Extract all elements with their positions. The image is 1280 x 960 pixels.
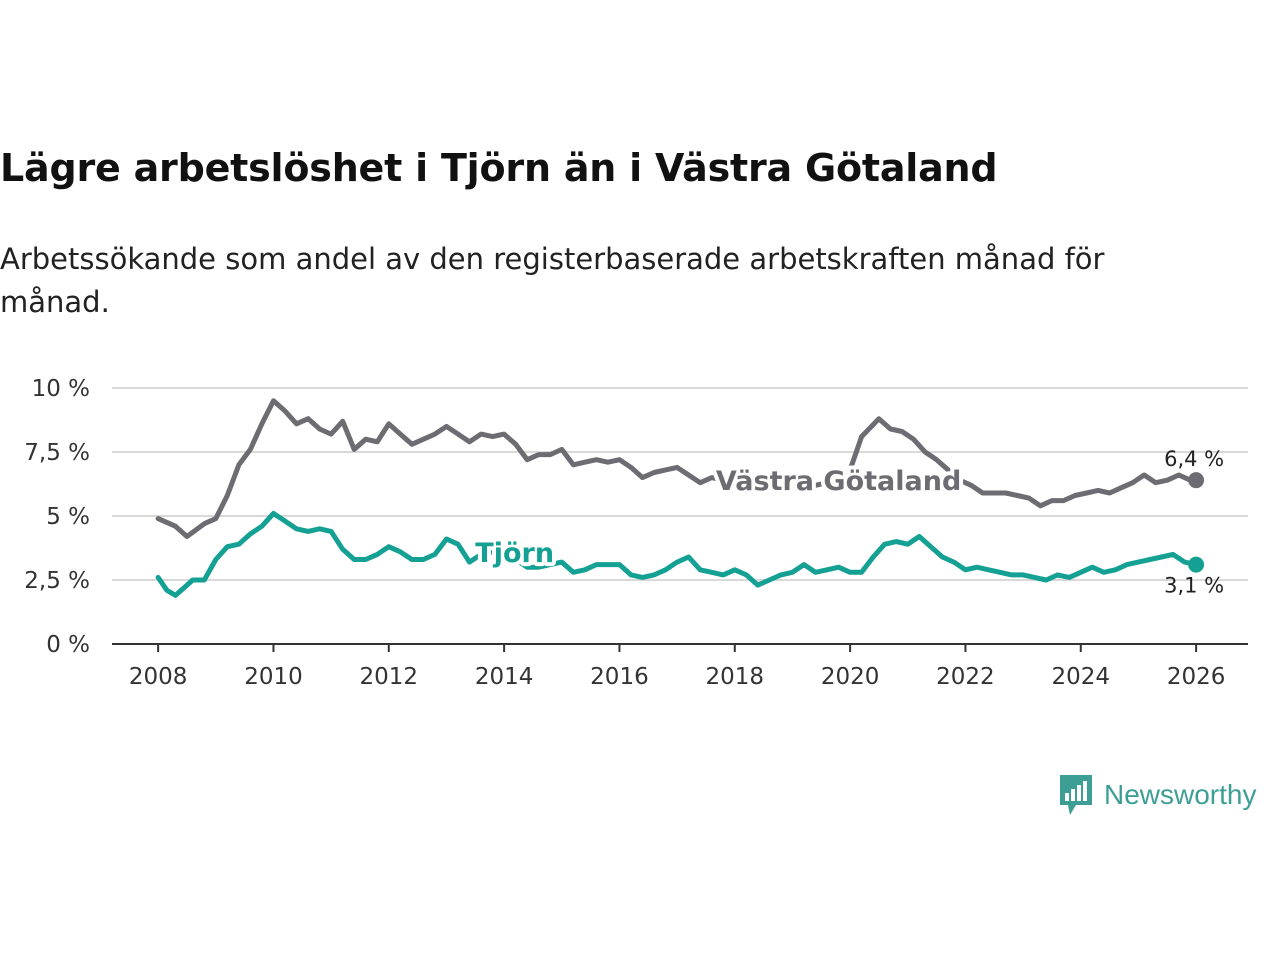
series-labels: 6,4 % 3,1 % Västra Götaland Tjörn [471,447,1224,598]
chart-subtitle: Arbetssökande som andel av den registerb… [0,242,1105,319]
newsworthy-logo-text: Newsworthy [1104,779,1257,810]
series-lines [155,398,1205,598]
x-tick-label: 2016 [590,664,649,690]
y-tick-label: 7,5 % [24,440,90,466]
x-tick-label: 2010 [244,664,303,690]
series-line-vastra-gotaland [155,398,1199,539]
y-tick-label: 2,5 % [24,568,90,594]
x-tick-label: 2022 [936,664,995,690]
x-tick-label: 2012 [360,664,419,690]
x-tick-label: 2026 [1167,664,1226,690]
x-tick-label: 2008 [129,664,188,690]
end-value-label: 6,4 % [1164,447,1224,471]
series-line-tjorn [155,510,1199,598]
x-axis: 2008 2010 2012 2014 2016 2018 2020 2022 2024 2026 [112,643,1248,690]
gridlines [112,387,1248,581]
line-chart: 0 % 2,5 % 5 % 7,5 % 10 % 2008 2010 2012 2014 201… [24,376,1248,690]
x-tick-label: 2024 [1051,664,1110,690]
end-point-vastra-gotaland [1188,472,1205,489]
series-label-vastra-gotaland: Västra Götaland [716,466,961,497]
newsworthy-logo-icon [1060,775,1092,815]
y-tick-label: 10 % [32,376,90,402]
y-tick-label: 5 % [46,504,90,530]
x-tick-label: 2018 [706,664,765,690]
x-tick-label: 2020 [821,664,880,690]
series-label-tjorn: Tjörn [475,538,554,569]
chart-title: Lägre arbetslöshet i Tjörn än i Västra G… [0,146,998,190]
x-tick-label: 2014 [475,664,534,690]
end-value-label: 3,1 % [1164,574,1224,598]
y-axis-ticks: 0 % 2,5 % 5 % 7,5 % 10 % [24,376,90,658]
newsworthy-logo: Newsworthy [1058,773,1256,817]
end-point-tjorn [1188,556,1205,573]
y-tick-label: 0 % [46,632,90,658]
